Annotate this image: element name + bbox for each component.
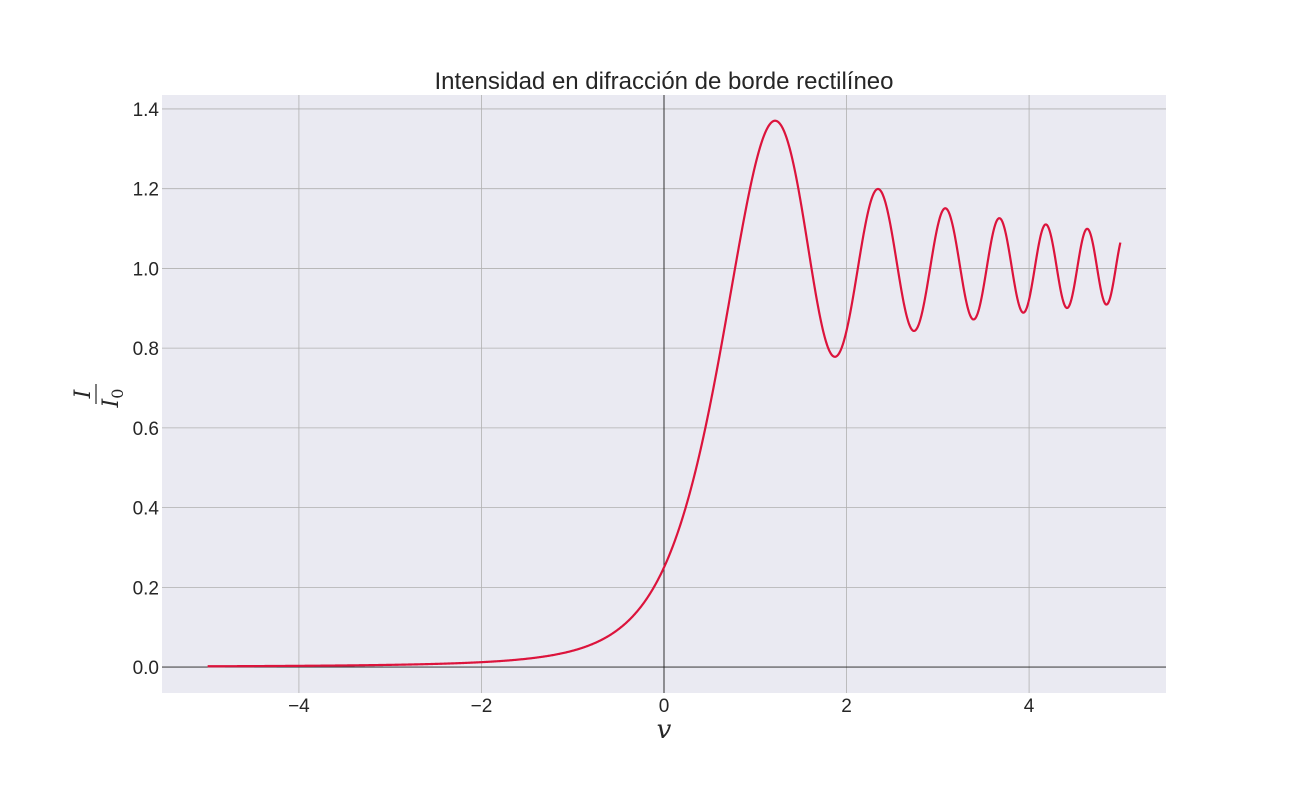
x-tick-label-0: −4 (288, 696, 310, 717)
x-tick-labels: −4 −2 0 2 4 (288, 696, 1035, 717)
y-tick-label-2: 0.4 (133, 499, 160, 520)
series-line (207, 119, 1122, 668)
y-tick-label-0: 0.0 (133, 658, 159, 679)
y-axis-label-denominator-main: I (99, 397, 124, 408)
y-axis-label: I I0 (71, 384, 127, 408)
y-tick-labels: 0.0 0.2 0.4 0.6 0.8 1.0 1.2 1.4 (133, 100, 160, 679)
x-tick-label-1: −2 (471, 696, 493, 717)
y-tick-label-7: 1.4 (133, 100, 160, 121)
x-tick-label-4: 4 (1024, 696, 1035, 717)
y-tick-label-3: 0.6 (133, 419, 159, 440)
series-group (207, 119, 1122, 668)
y-tick-label-5: 1.0 (133, 259, 159, 280)
chart-title: Intensidad en difracción de borde rectil… (435, 68, 894, 95)
y-axis-label-denominator: I0 (99, 389, 127, 409)
x-axis-label: v (657, 715, 672, 745)
y-tick-label-6: 1.2 (133, 180, 159, 201)
y-tick-label-1: 0.2 (133, 578, 159, 599)
x-tick-label-3: 2 (841, 696, 852, 717)
x-tick-label-2: 0 (659, 696, 670, 717)
y-axis-label-denominator-subscript: 0 (108, 389, 127, 399)
y-tick-label-4: 0.8 (133, 339, 159, 360)
y-axis-label-numerator: I (71, 388, 96, 399)
reference-lines (162, 95, 1166, 693)
